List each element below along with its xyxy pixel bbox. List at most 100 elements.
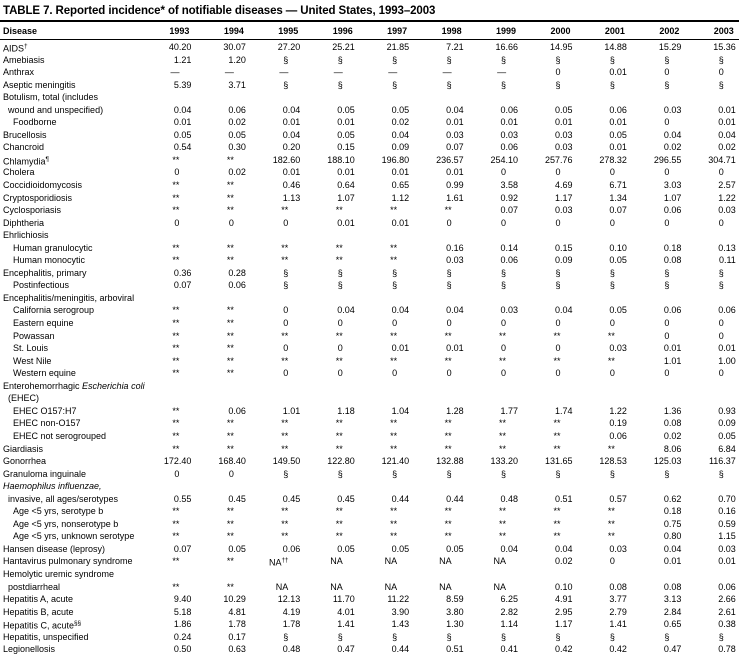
disease-name: Foodborne <box>13 117 57 128</box>
value-cell: § <box>664 54 670 65</box>
value-cell: 1.61 <box>446 192 464 203</box>
value-cell: 30.07 <box>223 42 246 52</box>
value-cell: ** <box>444 418 452 429</box>
value-cell: 1.43 <box>391 619 410 630</box>
value-cell: ** <box>553 506 561 517</box>
disease-column-header: Disease <box>3 26 38 36</box>
value-cell: ** <box>335 330 343 341</box>
value-cell: 0.11 <box>718 255 736 266</box>
table-row: Botulism, total (includes <box>0 91 739 104</box>
value-cell: 0.06 <box>609 430 627 441</box>
disease-name: Western equine <box>13 368 76 379</box>
table-row: Age <5 yrs, serotype b ** ** ** ** ** ** ** ** **… <box>0 505 739 518</box>
value-cell: 168.40 <box>218 456 246 467</box>
disease-name: Gonorrhea <box>3 456 47 467</box>
value-cell: ** <box>172 242 180 253</box>
value-cell: ** <box>335 255 343 266</box>
disease-name: Hepatitis C, acute§§ <box>3 620 81 631</box>
value-cell: 0 <box>664 217 670 228</box>
footnote-marker: §§ <box>74 620 81 628</box>
value-cell: 0.47 <box>663 644 682 655</box>
value-cell: ** <box>226 518 234 529</box>
disease-name: Hepatitis A, acute <box>3 594 74 605</box>
value-cell: § <box>501 631 507 642</box>
disease-name: Eastern equine <box>13 318 74 329</box>
value-cell: § <box>283 280 289 291</box>
value-cell: ** <box>553 531 561 542</box>
disease-name: Age <5 yrs, unknown serotype <box>13 531 135 542</box>
value-cell: 0 <box>555 67 561 78</box>
value-cell: 0.65 <box>663 619 682 630</box>
title-divider <box>0 20 739 22</box>
value-cell: ** <box>499 430 507 441</box>
value-cell: ** <box>390 443 398 454</box>
value-cell: ** <box>390 242 398 253</box>
value-cell: ** <box>335 518 343 529</box>
value-cell: § <box>718 267 724 278</box>
value-cell: 0.01 <box>554 117 573 128</box>
value-cell: 0 <box>446 318 452 329</box>
value-cell: ** <box>553 418 561 429</box>
value-cell: ** <box>335 506 343 517</box>
value-cell: ** <box>172 368 180 379</box>
table-row: Cholera 0 0.02 0.01 0.01 0.01 0.01 0 0 0 0 0 <box>0 166 739 179</box>
value-cell: 0.04 <box>554 305 573 316</box>
value-cell: 1.41 <box>609 619 627 630</box>
value-cell: ** <box>444 531 452 542</box>
value-cell: ** <box>172 305 180 316</box>
value-cell: 0.08 <box>663 255 682 266</box>
value-cell: 11.22 <box>387 594 410 605</box>
value-cell: § <box>501 267 507 278</box>
value-cell: 1.17 <box>554 619 573 630</box>
value-cell: 1.04 <box>391 405 410 416</box>
value-cell: ** <box>390 531 398 542</box>
value-cell: 0.18 <box>663 506 682 517</box>
table-row: Brucellosis 0.05 0.05 0.04 0.05 0.04 0.03 0.03 0… <box>0 129 739 142</box>
value-cell: 0.01 <box>609 117 627 128</box>
value-cell: § <box>337 267 343 278</box>
value-cell: § <box>392 79 398 90</box>
value-cell: § <box>609 79 615 90</box>
table-row: Age <5 yrs, unknown serotype ** ** ** ** ** **… <box>0 530 739 543</box>
year-column-header: 1994 <box>223 26 244 36</box>
table-row: Amebiasis 1.21 1.20 § § § § § § § § § <box>0 54 739 67</box>
value-cell: 0.06 <box>228 405 246 416</box>
value-cell: 0.03 <box>446 255 464 266</box>
value-cell: 172.40 <box>163 456 192 467</box>
value-cell: 0.01 <box>446 117 464 128</box>
value-cell: § <box>446 79 452 90</box>
value-cell: ** <box>499 443 507 454</box>
value-cell: 0.01 <box>391 217 410 228</box>
value-cell: ** <box>172 330 180 341</box>
value-cell: ** <box>499 518 507 529</box>
table-row: Eastern equine ** ** 0 0 0 0 0 0 0 0 0 <box>0 317 739 330</box>
value-cell: 0.36 <box>173 267 192 278</box>
value-cell: 1.21 <box>173 54 192 65</box>
year-column-header: 1997 <box>387 26 408 36</box>
value-cell: NA <box>330 556 343 567</box>
value-cell: ** <box>335 355 343 366</box>
value-cell: 0.80 <box>663 531 682 542</box>
value-cell: ** <box>444 506 452 517</box>
value-cell: 0 <box>501 318 507 329</box>
value-cell: 1.74 <box>554 405 573 416</box>
value-cell: 0 <box>228 217 234 228</box>
value-cell: § <box>609 267 615 278</box>
value-cell: 0.07 <box>446 142 464 153</box>
value-cell: 0.02 <box>718 142 736 153</box>
disease-name: invasive, all ages/serotypes <box>8 493 119 504</box>
value-cell: ** <box>172 418 180 429</box>
value-cell: ** <box>172 443 180 454</box>
table-row: St. Louis ** ** 0 0 0.01 0.01 0 0 0.03 0.01 0.01 <box>0 342 739 355</box>
value-cell: 0 <box>446 217 452 228</box>
value-cell: 149.50 <box>272 456 301 467</box>
value-cell: 0.08 <box>663 581 682 592</box>
value-cell: 1.28 <box>446 405 464 416</box>
value-cell: § <box>392 468 398 479</box>
value-cell: 0.01 <box>500 117 519 128</box>
value-cell: 5.18 <box>173 606 192 617</box>
value-cell: ** <box>444 355 452 366</box>
value-cell: ** <box>172 531 180 542</box>
table-row: postdiarrheal ** ** NA NA NA NA NA 0.10 0.08 0.08 0… <box>0 581 739 594</box>
table-row: Encephalitis, primary 0.36 0.28 § § § § § § § § § <box>0 267 739 280</box>
